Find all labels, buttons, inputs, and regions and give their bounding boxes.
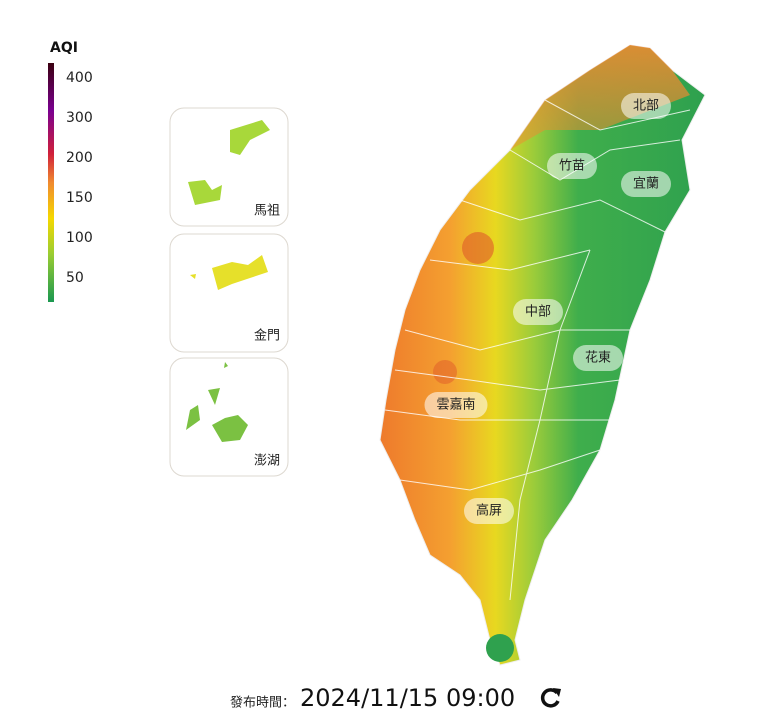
region-label: 花東: [585, 350, 611, 366]
taiwan-island: [379, 44, 706, 666]
legend-tick: 400: [66, 70, 93, 86]
region-pill: [547, 153, 597, 179]
island-shape: [186, 362, 248, 442]
region-pill: [621, 171, 671, 197]
region-label: 中部: [525, 305, 551, 320]
island-label: 馬祖: [254, 204, 280, 219]
region-label: 宜蘭: [633, 176, 659, 192]
region-label: 竹苗: [559, 159, 585, 174]
footer-label: 發布時間：: [230, 696, 295, 711]
region-label: 高屏: [476, 503, 502, 519]
region-label: 北部: [633, 99, 659, 114]
legend-title: AQI: [50, 40, 78, 56]
hotspot: [462, 232, 494, 264]
legend-tick: 100: [66, 230, 93, 246]
legend-tick: 200: [66, 150, 93, 166]
south-tip: [486, 634, 514, 662]
region-label: 雲嘉南: [436, 397, 475, 413]
region-pill: [513, 299, 563, 325]
region-pill: [464, 498, 514, 524]
refresh-button[interactable]: [540, 688, 561, 708]
legend-tick: 150: [66, 190, 93, 206]
inset-box: [169, 357, 289, 477]
hotspot: [433, 360, 457, 384]
island-shape: [190, 255, 268, 290]
region-pill: [424, 392, 488, 418]
island-label: 金門: [254, 328, 280, 344]
region-pill: [621, 93, 671, 119]
color-bar: [48, 63, 54, 302]
island-shape: [188, 120, 270, 205]
publish-time: 2024/11/15 09:00: [300, 684, 515, 712]
pollution-area: [510, 45, 690, 150]
legend-tick: 300: [66, 110, 93, 126]
region-pill: [573, 345, 623, 371]
legend-tick: 50: [66, 270, 84, 286]
island-label: 澎湖: [254, 454, 280, 469]
